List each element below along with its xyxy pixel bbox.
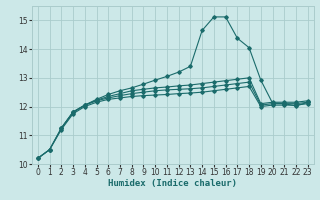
X-axis label: Humidex (Indice chaleur): Humidex (Indice chaleur) (108, 179, 237, 188)
